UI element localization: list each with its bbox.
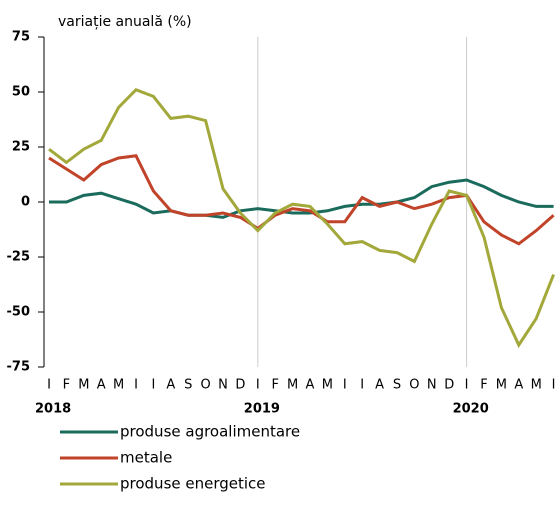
y-tick-label: 75 <box>12 30 30 45</box>
x-tick-label: M <box>287 378 298 393</box>
year-label: 2019 <box>244 402 280 417</box>
x-tick-label: D <box>235 378 245 393</box>
x-tick-label: F <box>480 378 487 393</box>
legend-label: produse agroalimentare <box>120 423 300 441</box>
legend-label: metale <box>120 449 172 467</box>
x-tick-label: A <box>166 378 175 393</box>
legend-label: produse energetice <box>120 475 266 493</box>
x-tick-label: M <box>113 378 124 393</box>
x-tick-label: O <box>200 378 210 393</box>
year-label: 2020 <box>453 402 489 417</box>
x-tick-label: I <box>465 378 469 393</box>
x-tick-label: A <box>306 378 315 393</box>
x-tick-label: M <box>496 378 507 393</box>
x-tick-label: I <box>360 378 364 393</box>
x-tick-label: D <box>444 378 454 393</box>
chart-title: variație anuală (%) <box>58 14 192 30</box>
year-label: 2018 <box>35 402 71 417</box>
x-tick-label: S <box>393 378 401 393</box>
x-tick-label: M <box>78 378 89 393</box>
y-tick-label: 0 <box>21 195 30 210</box>
x-tick-label: M <box>322 378 333 393</box>
x-tick-label: I <box>151 378 155 393</box>
x-tick-label: I <box>256 378 260 393</box>
x-tick-label: I <box>343 378 347 393</box>
x-tick-label: A <box>514 378 523 393</box>
x-tick-label: F <box>271 378 278 393</box>
line-series <box>49 178 554 219</box>
y-tick-label: -25 <box>7 250 31 265</box>
y-tick-label: -75 <box>7 360 31 375</box>
x-tick-label: I <box>134 378 138 393</box>
x-tick-label: A <box>97 378 106 393</box>
x-tick-label: N <box>218 378 228 393</box>
x-tick-label: O <box>409 378 419 393</box>
y-tick-label: 50 <box>12 85 30 100</box>
y-tick-label: 25 <box>12 140 30 155</box>
y-tick-label: -50 <box>7 305 31 320</box>
x-tick-label: A <box>375 378 384 393</box>
x-tick-label: F <box>63 378 70 393</box>
x-tick-label: S <box>184 378 192 393</box>
x-tick-label: M <box>531 378 542 393</box>
x-tick-label: N <box>427 378 437 393</box>
x-tick-label: I <box>47 378 51 393</box>
line-series <box>48 88 555 349</box>
x-tick-label: I <box>552 378 556 393</box>
